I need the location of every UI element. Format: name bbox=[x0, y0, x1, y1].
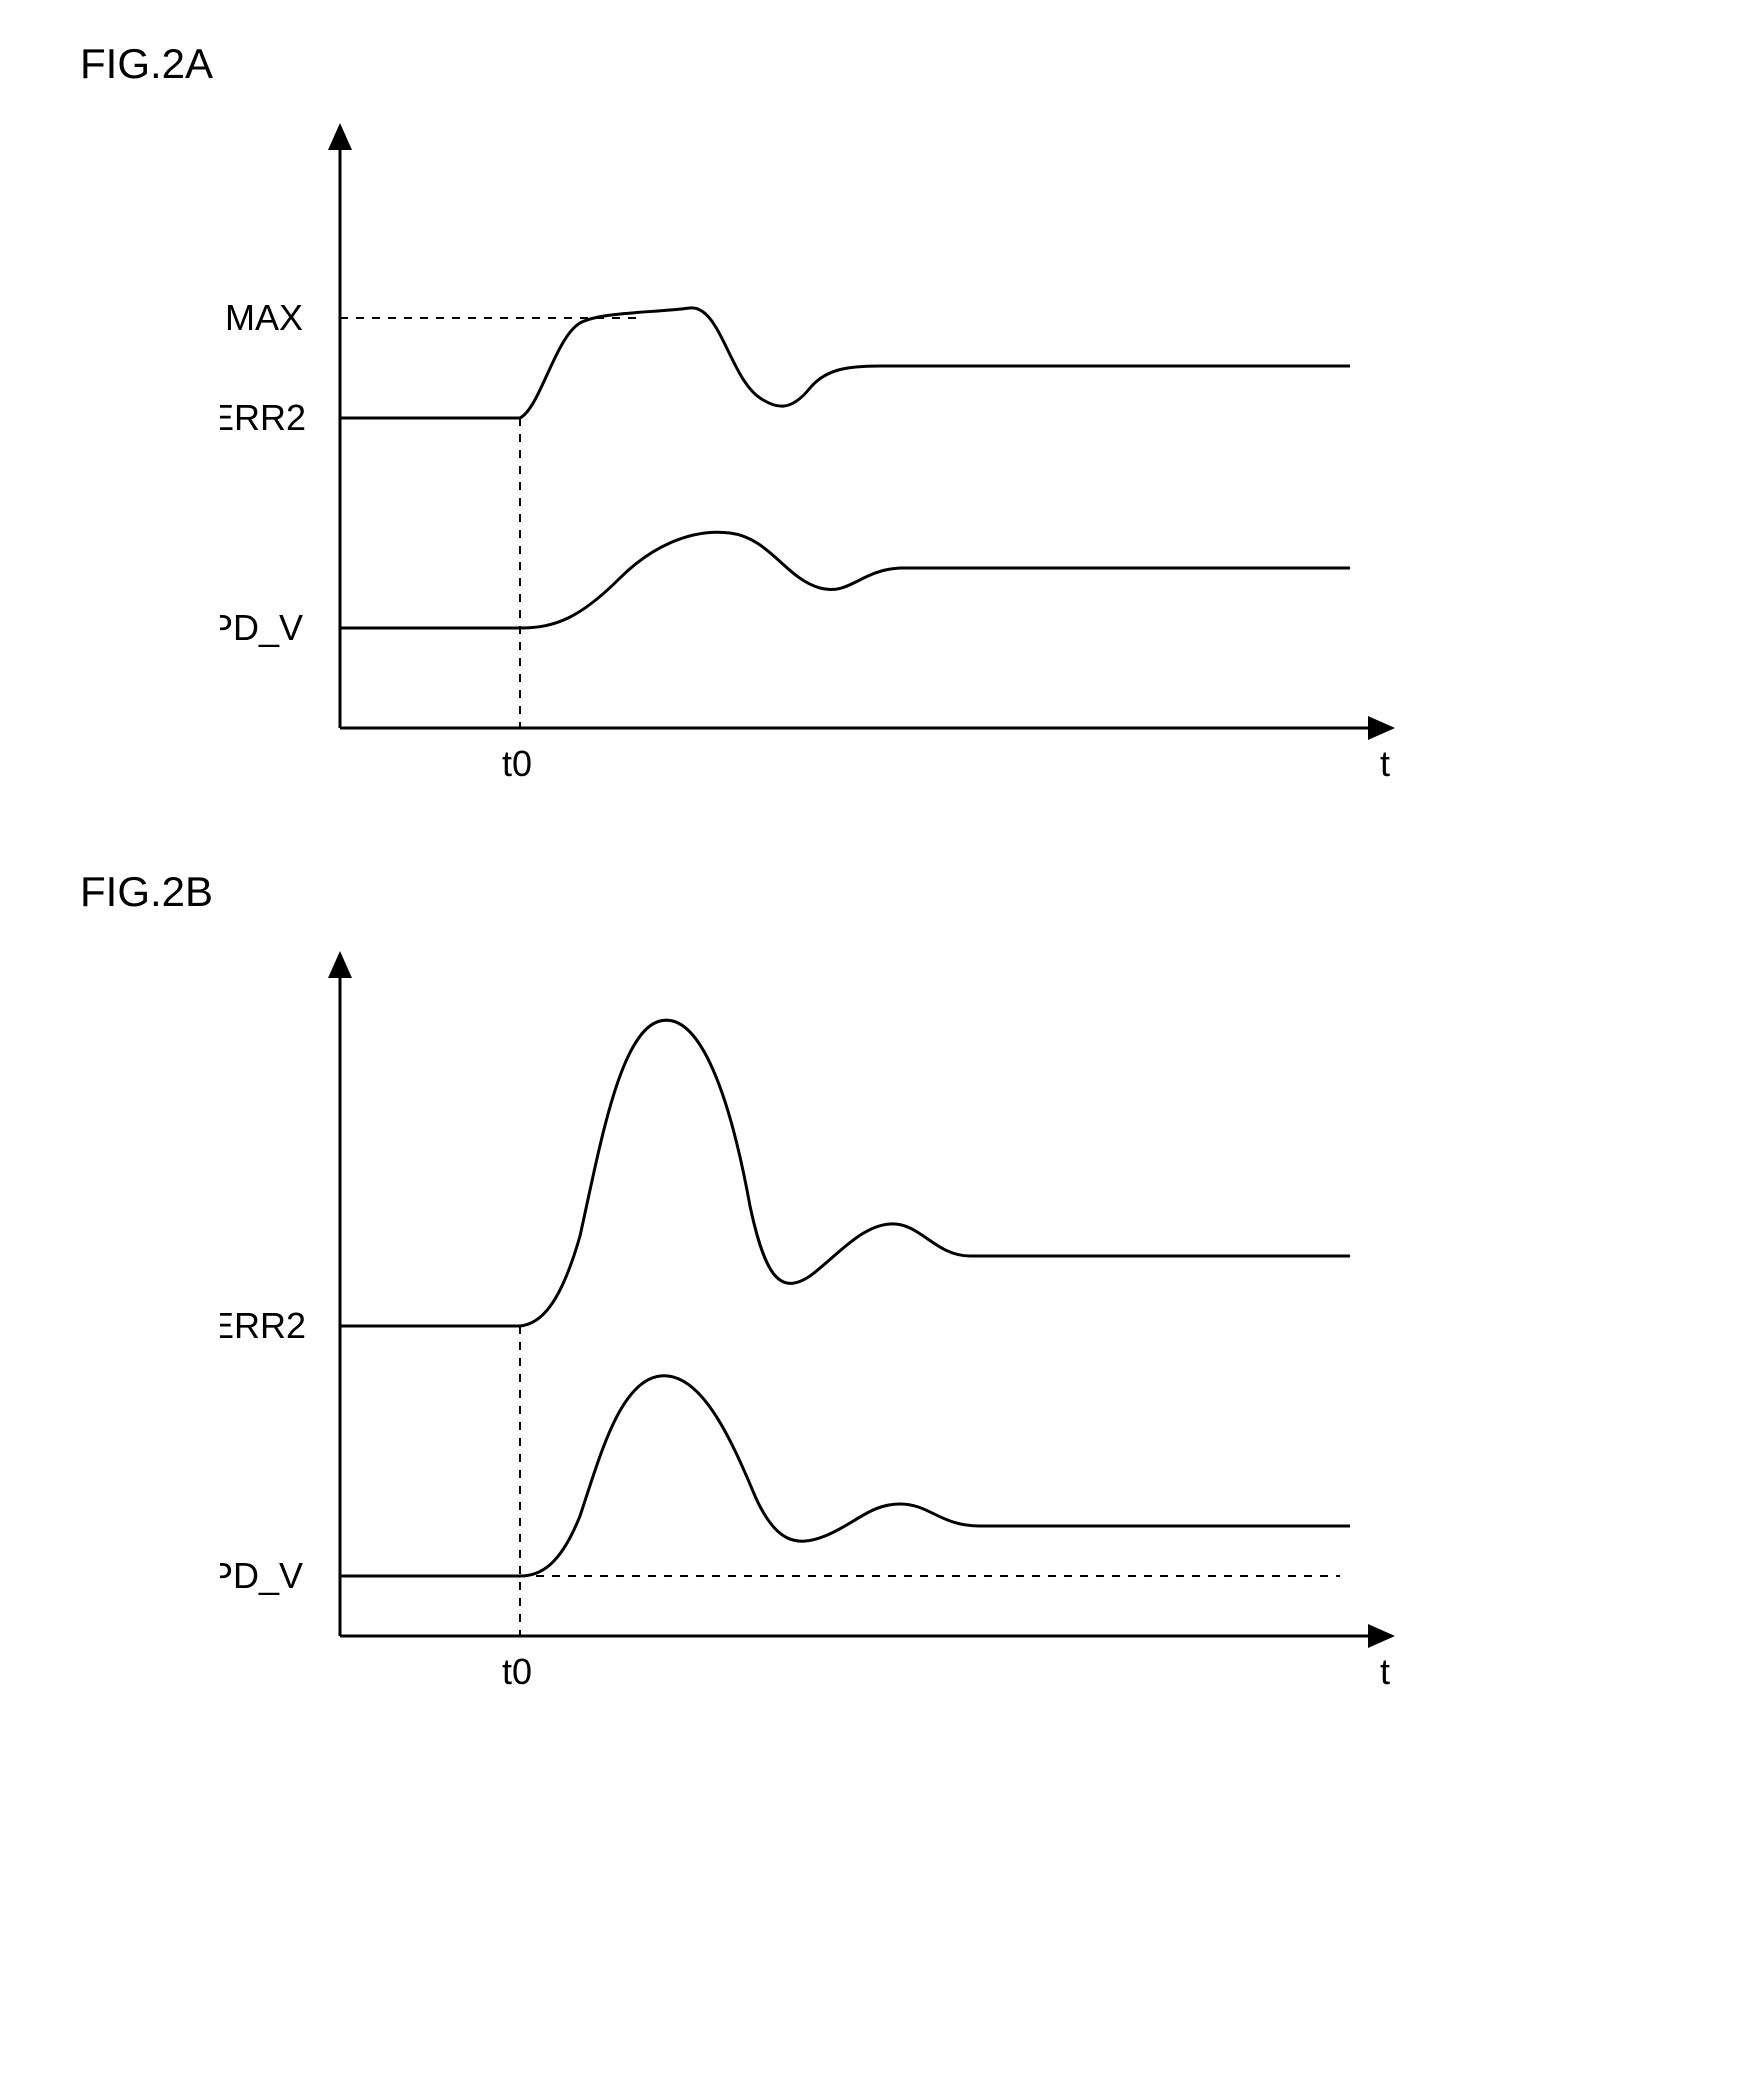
curve-err2 bbox=[340, 308, 1350, 418]
label-spd-v: SPD_V bbox=[220, 1555, 303, 1596]
figure-title-2b: FIG.2B bbox=[80, 868, 1701, 916]
curve-err2 bbox=[340, 1020, 1350, 1326]
y-axis-arrow bbox=[328, 123, 352, 150]
curve-spd-v bbox=[340, 532, 1350, 628]
label-t-axis: t bbox=[1380, 1651, 1390, 1692]
label-t-axis: t bbox=[1380, 743, 1390, 784]
figure-title-2a: FIG.2A bbox=[80, 40, 1701, 88]
label-t0: t0 bbox=[502, 1651, 532, 1692]
label-max: MAX bbox=[225, 297, 303, 338]
chart-svg-2a: MAX ERR2 SPD_V t0 t bbox=[220, 108, 1420, 808]
label-err2: ERR2 bbox=[220, 397, 306, 438]
y-axis-arrow bbox=[328, 951, 352, 978]
chart-2b: ERR2 SPD_V t0 t bbox=[220, 936, 1701, 1716]
label-spd-v: SPD_V bbox=[220, 607, 303, 648]
label-err2: ERR2 bbox=[220, 1305, 306, 1346]
chart-2a: MAX ERR2 SPD_V t0 t bbox=[220, 108, 1701, 808]
figure-2b: FIG.2B ERR2 SPD_V t0 t bbox=[40, 868, 1701, 1716]
x-axis-arrow bbox=[1368, 716, 1395, 740]
figure-2a: FIG.2A MAX ERR2 SPD_V t0 t bbox=[40, 40, 1701, 808]
chart-svg-2b: ERR2 SPD_V t0 t bbox=[220, 936, 1420, 1716]
label-t0: t0 bbox=[502, 743, 532, 784]
curve-spd-v bbox=[340, 1376, 1350, 1576]
x-axis-arrow bbox=[1368, 1624, 1395, 1648]
